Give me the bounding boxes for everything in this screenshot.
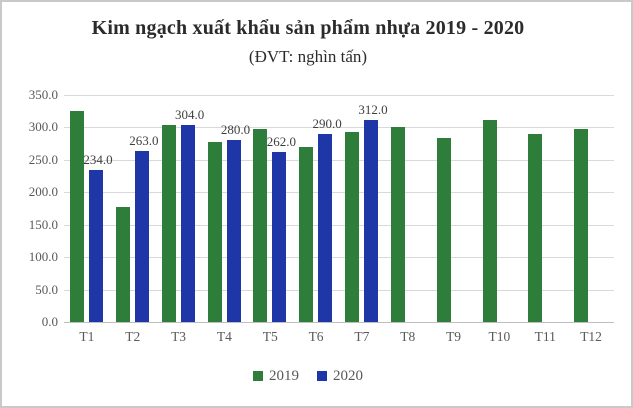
x-tick-label-T2: T2 <box>125 329 141 344</box>
chart-subtitle: (ĐVT: nghìn tấn) <box>248 47 368 66</box>
data-label-2020-T4: 280.0 <box>220 122 251 138</box>
y-tick-label: 100.0 <box>28 249 58 265</box>
bar-2019-T7 <box>345 131 359 322</box>
bar-2020-T2 <box>134 151 149 322</box>
gridline <box>64 224 614 226</box>
bar-2020-T3 <box>180 124 195 322</box>
y-tick-label: 350.0 <box>28 87 58 102</box>
data-label-2020-T1: 234.0 <box>83 152 113 168</box>
bar-2020-T5 <box>272 152 287 322</box>
data-label-2020-T2: 263.0 <box>129 133 159 149</box>
x-tick-label-T1: T1 <box>79 329 95 344</box>
data-label-2020-T6: 290.0 <box>312 115 342 131</box>
legend-swatch-icon-2019 <box>253 371 263 381</box>
data-label-2020-T7: 312.0 <box>358 101 388 117</box>
x-tick-label-T7: T7 <box>354 329 370 344</box>
legend-item-2019: 2019 <box>253 368 299 385</box>
gridline <box>64 289 614 291</box>
y-tick-label: 50.0 <box>35 281 58 297</box>
x-axis-line <box>64 322 614 323</box>
bar-2020-T4 <box>226 140 241 322</box>
y-tick-label: 300.0 <box>28 119 58 135</box>
bar-2019-T12 <box>574 128 589 322</box>
bar-2019-T8 <box>390 127 405 322</box>
bar-2019-T11 <box>528 133 543 322</box>
gridline <box>64 127 614 129</box>
bar-2019-T2 <box>115 206 130 322</box>
gridline <box>64 159 614 161</box>
legend-label-2019: 2019 <box>269 367 299 384</box>
x-tick-label-T8: T8 <box>400 329 416 344</box>
bar-2019-T10 <box>482 120 497 322</box>
x-tick-label-T10: T10 <box>488 329 511 344</box>
bar-2020-T6 <box>318 133 333 322</box>
bar-2019-T1 <box>70 111 84 322</box>
gridline <box>64 95 614 96</box>
bar-2019-T9 <box>436 137 451 322</box>
bar-2019-T3 <box>161 124 176 322</box>
bar-2019-T4 <box>207 141 222 322</box>
x-tick-label-T6: T6 <box>308 329 324 344</box>
x-tick-label-T4: T4 <box>216 329 232 344</box>
gridline <box>64 257 614 259</box>
legend-swatch-icon-2020 <box>317 371 327 381</box>
data-label-2020-T5: 262.0 <box>266 134 296 150</box>
x-tick-label-T9: T9 <box>446 329 462 344</box>
y-tick-label: 250.0 <box>28 151 58 167</box>
bar-2019-T6 <box>299 146 314 322</box>
x-tick-label-T11: T11 <box>534 329 556 344</box>
chart-legend: 2019 2020 <box>2 366 614 386</box>
chart-title: Kim ngạch xuất khẩu sản phẩm nhựa 2019 -… <box>91 17 525 39</box>
legend-label-2020: 2020 <box>333 367 363 384</box>
x-tick-label-T5: T5 <box>262 329 278 344</box>
gridline <box>64 192 614 194</box>
y-tick-label: 0.0 <box>41 314 58 329</box>
x-tick-label-T12: T12 <box>580 329 602 344</box>
data-label-2020-T3: 304.0 <box>175 106 205 122</box>
y-tick-label: 150.0 <box>28 216 58 232</box>
bar-2019-T5 <box>253 129 268 322</box>
bar-2020-T7 <box>364 119 378 322</box>
bar-2020-T1 <box>89 170 103 322</box>
x-tick-label-T3: T3 <box>171 329 187 344</box>
legend-item-2020: 2020 <box>317 368 363 385</box>
y-tick-label: 200.0 <box>28 184 58 200</box>
